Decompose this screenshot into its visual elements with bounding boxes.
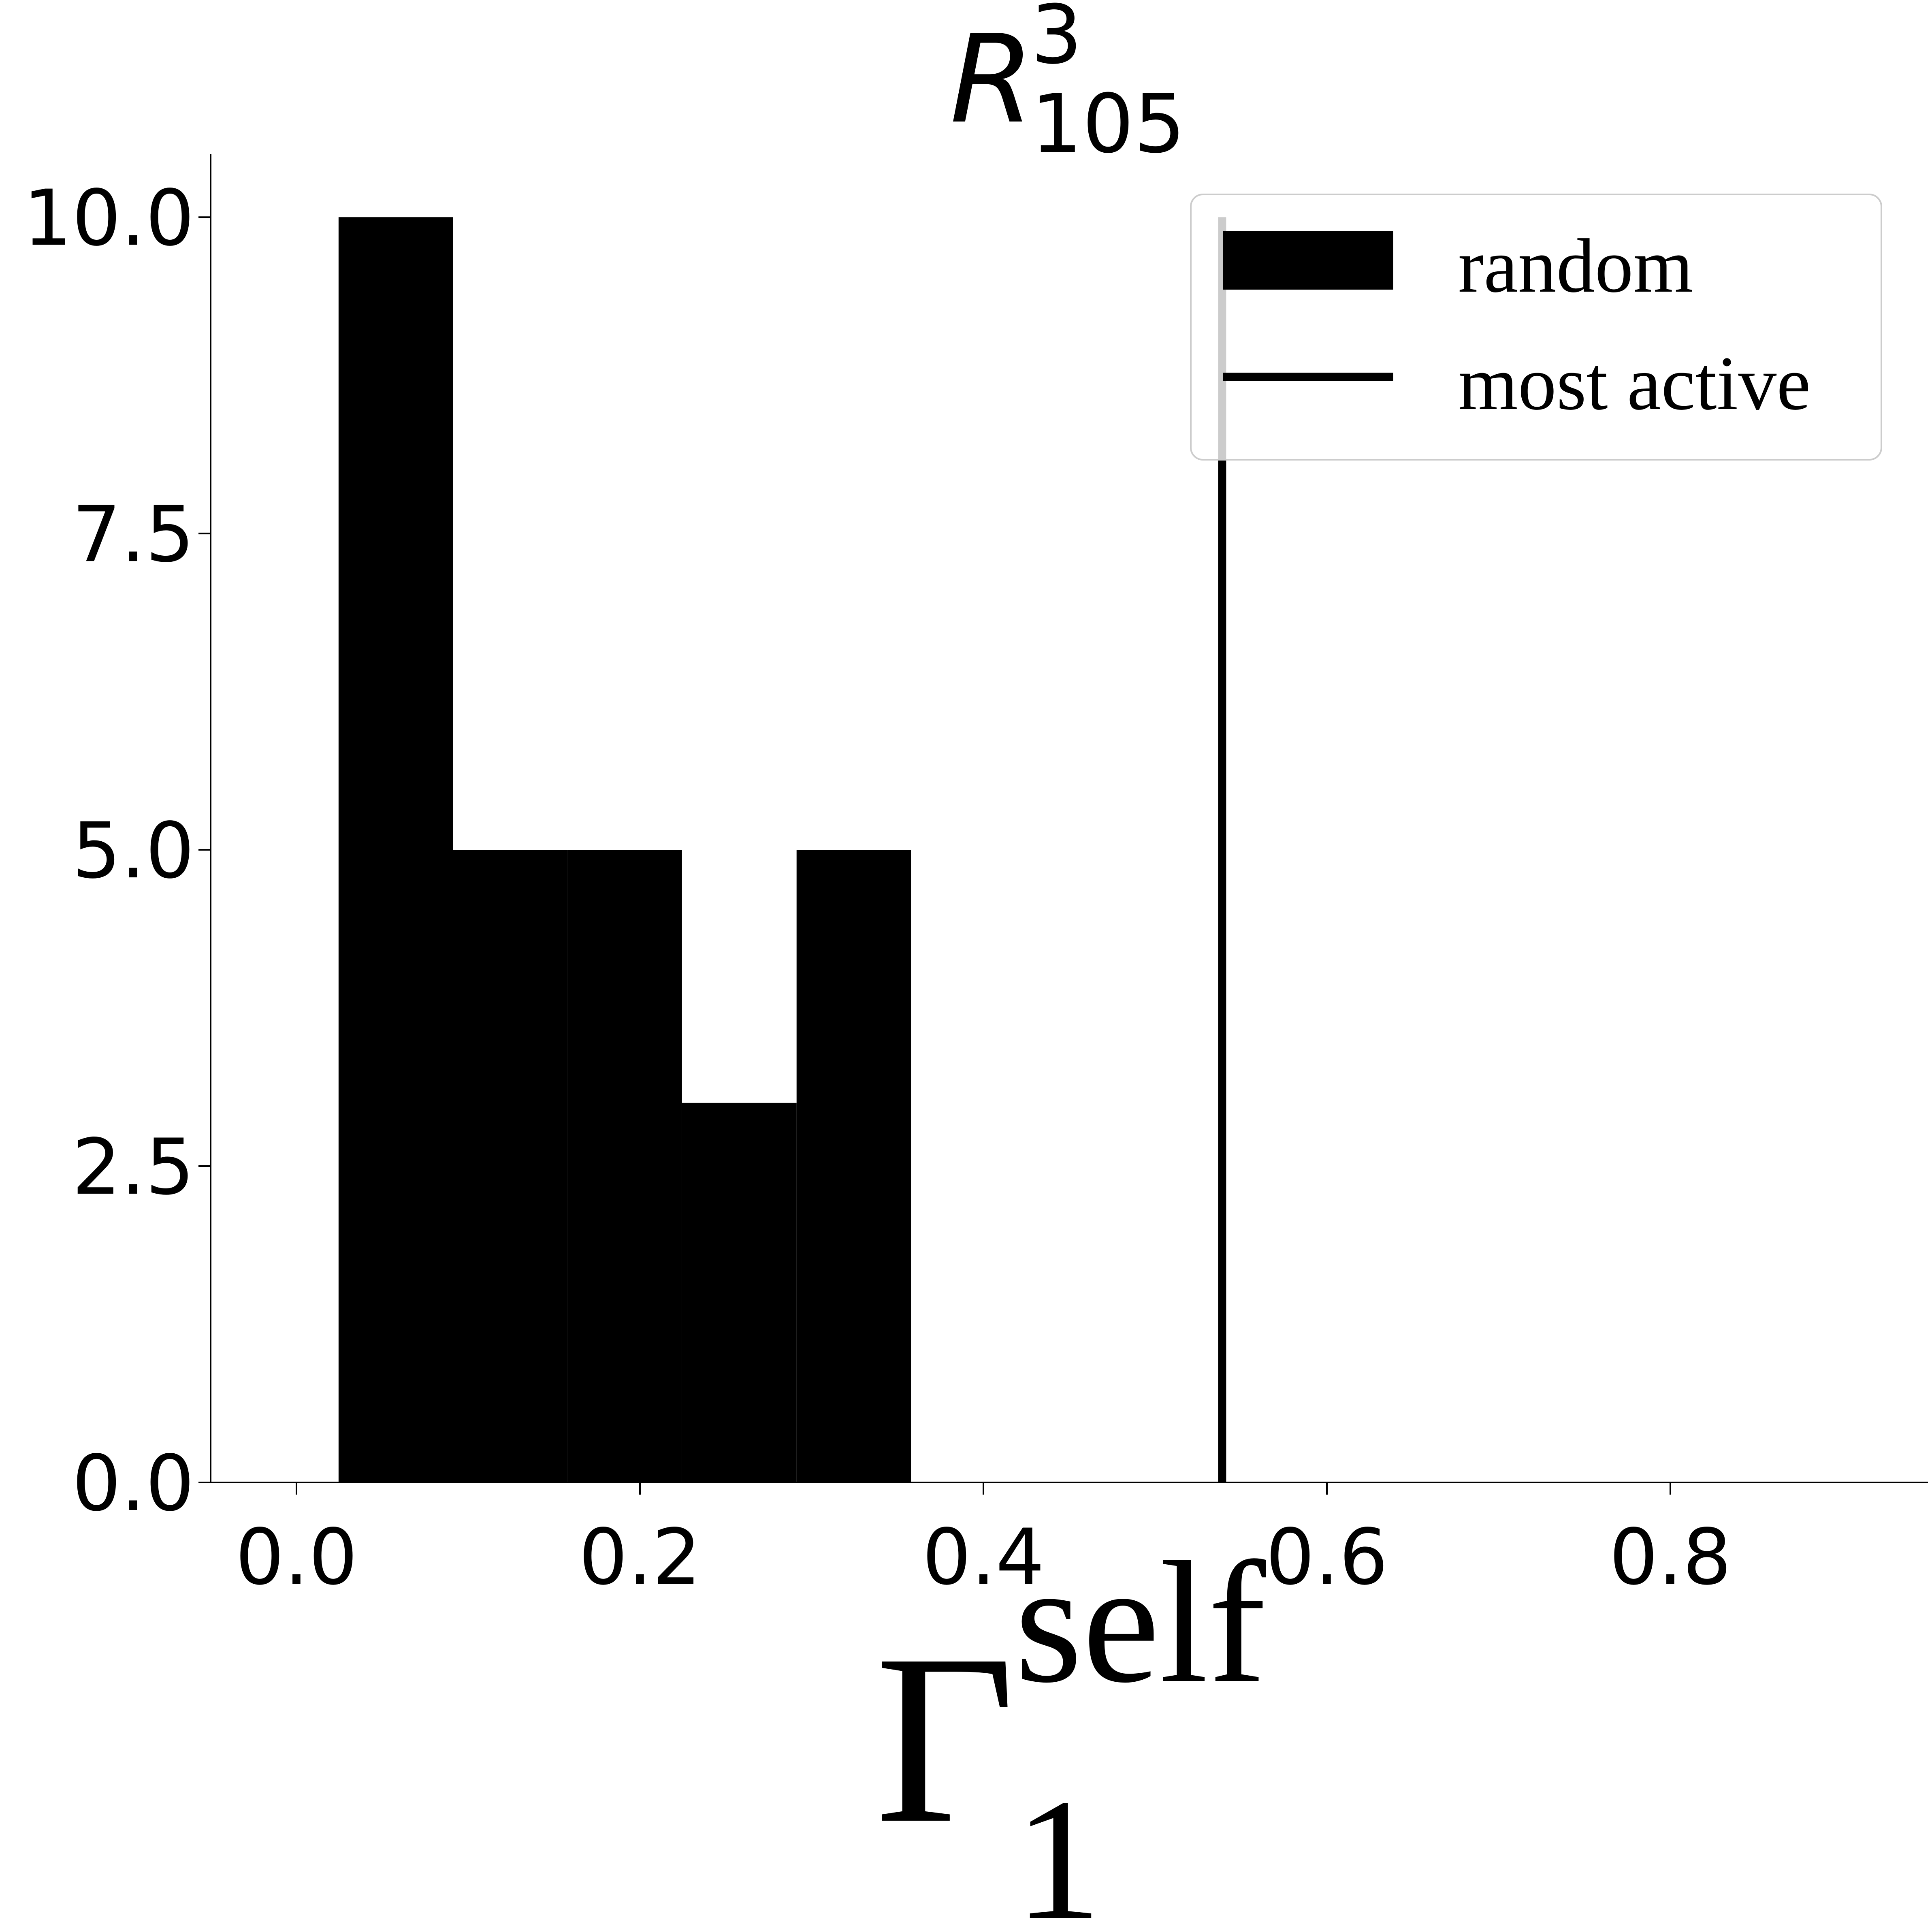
histogram-bars <box>338 217 911 1483</box>
histogram-bar <box>682 1103 797 1482</box>
title-superscript: 3 <box>1031 0 1082 82</box>
chart-title: R <box>950 9 1034 150</box>
x-tick-label: 0.0 <box>235 1512 358 1602</box>
x-tick-label: 0.4 <box>922 1512 1045 1602</box>
x-axis-label-main: Γ <box>875 1604 1015 1873</box>
x-axis-label-subscript: 1 <box>1015 1763 1102 1928</box>
y-ticks: 0.0 2.5 5.0 7.5 10.0 <box>23 173 211 1528</box>
legend: random most active <box>1190 194 1882 461</box>
histogram-bar <box>453 850 568 1482</box>
x-tick-label: 0.6 <box>1266 1512 1388 1602</box>
x-axis-label-superscript: self <box>1015 1526 1268 1719</box>
x-ticks: 0.0 0.2 0.4 0.6 0.8 <box>235 1482 1732 1602</box>
legend-label-random: random <box>1458 224 1693 309</box>
y-tick-label: 10.0 <box>23 173 194 263</box>
title-main: R <box>950 9 1034 150</box>
y-tick-label: 0.0 <box>72 1439 194 1528</box>
histogram-bar <box>567 850 682 1482</box>
histogram-bar <box>796 850 911 1482</box>
x-tick-label: 0.8 <box>1609 1512 1732 1602</box>
x-tick-label: 0.2 <box>579 1512 701 1602</box>
histogram-bar <box>338 217 453 1483</box>
legend-swatch-random <box>1223 231 1393 290</box>
legend-label-most-active: most active <box>1458 341 1811 426</box>
y-tick-label: 2.5 <box>72 1122 194 1212</box>
y-tick-label: 7.5 <box>72 490 194 579</box>
title-subscript: 105 <box>1031 77 1186 171</box>
y-tick-label: 5.0 <box>72 806 194 896</box>
